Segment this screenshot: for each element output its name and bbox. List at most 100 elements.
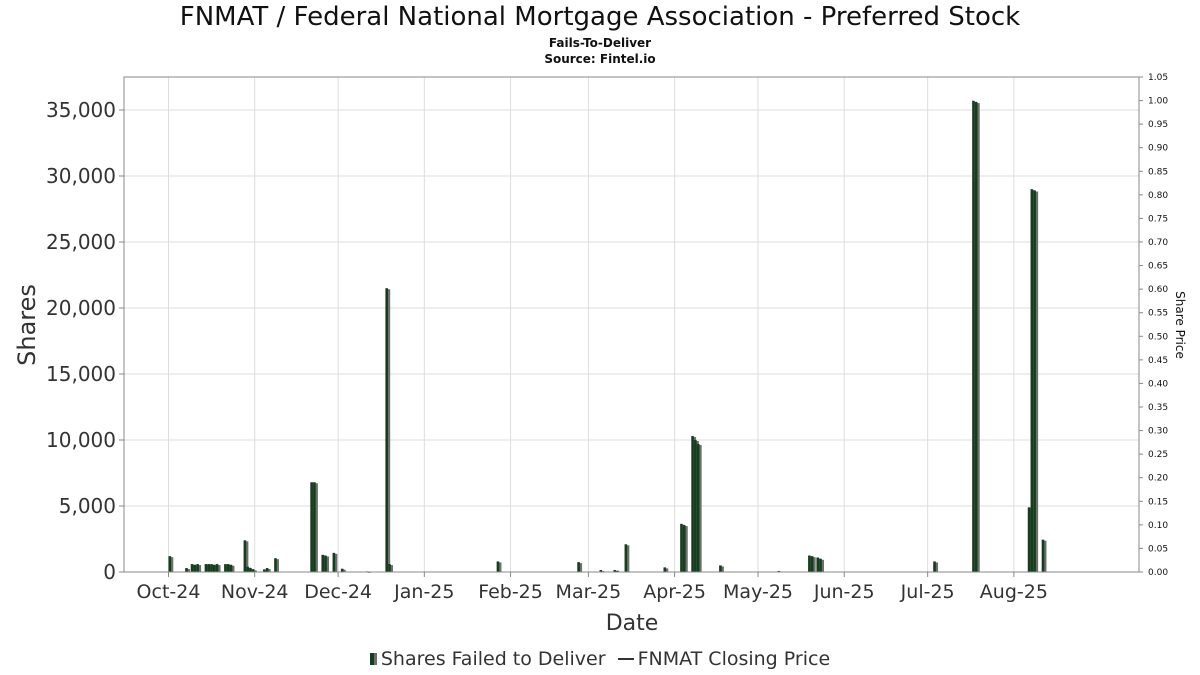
fail-bar xyxy=(974,102,978,572)
fail-bar xyxy=(696,443,700,572)
fail-bar-shadow xyxy=(977,103,980,572)
y2-tick-label: 1.00 xyxy=(1148,97,1168,107)
fail-bar xyxy=(819,558,822,572)
fail-bar-shadow xyxy=(217,565,221,572)
fail-bar xyxy=(1027,507,1031,572)
y-tick-label: 35,000 xyxy=(46,98,116,122)
y2-tick-label: 0.95 xyxy=(1148,120,1168,130)
y-tick-label: 30,000 xyxy=(46,164,116,188)
x-tick-label: Oct-24 xyxy=(137,581,201,603)
fail-bar xyxy=(1030,189,1034,572)
fail-bar-shadow xyxy=(935,562,939,572)
fail-bar-shadow xyxy=(343,569,346,572)
y2-tick-label: 0.85 xyxy=(1148,167,1168,177)
fail-bar xyxy=(816,557,820,572)
bar-series xyxy=(168,100,1047,573)
legend-line-swatch xyxy=(617,658,634,660)
fail-bar-shadow xyxy=(245,541,249,572)
fail-bar-shadow xyxy=(579,563,583,572)
fail-bar xyxy=(682,525,686,572)
fail-bar-shadow xyxy=(498,562,502,572)
fail-bar xyxy=(224,564,227,572)
fail-bar-shadow xyxy=(276,559,279,572)
fail-bar-shadow xyxy=(721,566,724,572)
y2-tick-label: 0.75 xyxy=(1148,214,1168,224)
fail-bar xyxy=(196,564,199,572)
y2-tick-label: 0.05 xyxy=(1148,544,1168,554)
y2-tick-label: 0.00 xyxy=(1148,568,1168,578)
fail-bar xyxy=(663,567,667,572)
y2-tick-label: 0.20 xyxy=(1148,474,1168,484)
fail-bar xyxy=(332,552,336,572)
y-tick-label: 15,000 xyxy=(46,362,116,386)
y2-tick-label: 0.50 xyxy=(1148,332,1168,342)
fail-bar-shadow xyxy=(334,553,338,572)
fail-bar xyxy=(321,554,325,572)
fail-bar-shadow xyxy=(813,557,816,572)
y2-tick-label: 0.80 xyxy=(1148,191,1168,201)
legend-label-price: FNMAT Closing Price xyxy=(637,647,831,670)
fail-bar xyxy=(226,564,230,572)
fail-bar-shadow xyxy=(368,572,371,573)
y-tick-label: 10,000 xyxy=(46,428,116,452)
fail-bar xyxy=(777,570,781,572)
y2-tick-label: 0.35 xyxy=(1148,403,1168,413)
fail-bar xyxy=(388,564,391,572)
fail-bar xyxy=(577,562,580,572)
fail-bar xyxy=(972,100,975,572)
y-tick-label: 25,000 xyxy=(46,230,116,254)
legend: Shares Failed to Deliver FNMAT Closing P… xyxy=(0,647,1200,670)
legend-item-price: FNMAT Closing Price xyxy=(612,647,831,670)
fail-bar xyxy=(691,436,694,572)
fail-bar xyxy=(251,569,255,572)
x-tick-label: Jul-25 xyxy=(900,581,955,603)
y2-tick-label: 1.05 xyxy=(1148,73,1168,83)
fail-bar xyxy=(249,568,252,572)
x-axis: Oct-24 Nov-24 Dec-24 Jan-25 Feb-25 Mar-25 Apr-… xyxy=(137,572,1048,603)
y2-tick-label: 0.15 xyxy=(1148,497,1168,507)
fail-bar-shadow xyxy=(268,569,271,572)
fail-bar-shadow xyxy=(231,565,235,572)
fail-bar-shadow xyxy=(390,565,393,572)
fail-bar xyxy=(313,482,316,572)
fail-bar xyxy=(210,564,213,572)
y2-tick-label: 0.55 xyxy=(1148,309,1168,319)
fail-bar xyxy=(719,565,722,572)
chart-subtitle: Fails-To-Deliver xyxy=(548,36,652,50)
x-tick-label: Aug-25 xyxy=(980,581,1048,603)
fail-bar xyxy=(616,570,619,572)
x-tick-label: Feb-25 xyxy=(478,581,543,603)
y-tick-label: 0 xyxy=(103,560,116,584)
fail-bar-shadow xyxy=(1035,191,1039,572)
fail-bar xyxy=(212,564,216,572)
fail-bar xyxy=(624,544,628,572)
y2-tick-label: 0.90 xyxy=(1148,144,1168,154)
fail-bar xyxy=(207,564,211,572)
fail-bar xyxy=(340,568,344,572)
fail-bar-shadow xyxy=(685,526,688,572)
fail-bar xyxy=(324,555,327,572)
fail-bar xyxy=(310,482,313,572)
y2-tick-label: 0.45 xyxy=(1148,356,1168,366)
fail-bar-shadow xyxy=(315,483,318,572)
y2-tick-label: 0.65 xyxy=(1148,262,1168,272)
fail-bar xyxy=(599,570,603,572)
fail-bar xyxy=(385,288,388,572)
fail-bar xyxy=(274,558,277,572)
fail-bar xyxy=(204,564,208,572)
x-axis-label: Date xyxy=(606,611,659,636)
y2-axis-label: Share Price xyxy=(1173,291,1187,359)
fail-bar xyxy=(496,561,500,572)
fail-bar-shadow xyxy=(626,545,630,572)
x-tick-label: Mar-25 xyxy=(556,581,622,603)
fail-bar-shadow xyxy=(198,565,202,572)
fail-bar-shadow xyxy=(170,557,174,572)
fail-bar xyxy=(190,564,194,572)
fail-bar xyxy=(694,440,697,572)
fail-bar xyxy=(246,566,249,572)
fail-bar xyxy=(933,561,936,572)
y-tick-label: 5,000 xyxy=(59,494,116,518)
fail-bar xyxy=(680,523,683,572)
x-tick-label: Jun-25 xyxy=(813,581,875,603)
